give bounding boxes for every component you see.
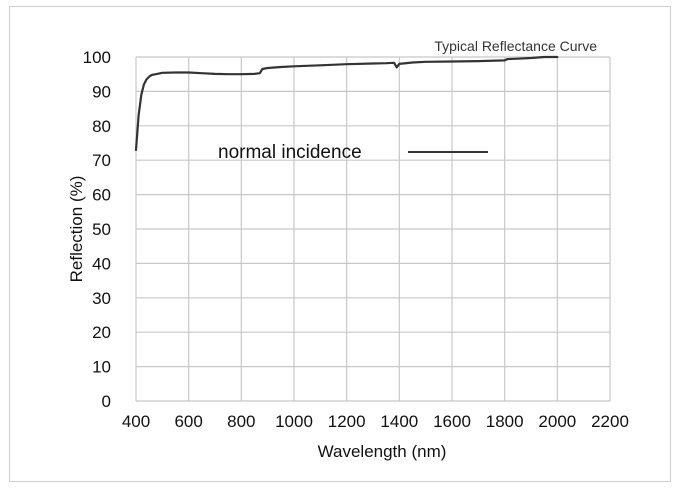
- grid-lines: [135, 56, 611, 402]
- y-tick-label: 90: [92, 82, 111, 101]
- chart-title: Typical Reflectance Curve: [434, 38, 597, 54]
- y-tick-label: 10: [92, 358, 111, 377]
- y-tick-label: 50: [92, 220, 111, 239]
- y-axis-title: Reflection (%): [67, 176, 86, 283]
- y-tick-label: 60: [92, 186, 111, 205]
- legend-label: normal incidence: [218, 142, 362, 163]
- x-tick-labels: 400 600 800 1000 1200 1400 1600 1800 2000 2200: [122, 412, 629, 431]
- x-tick-label: 1400: [380, 412, 418, 431]
- y-tick-label: 30: [92, 289, 111, 308]
- x-tick-label: 1200: [328, 412, 366, 431]
- y-tick-label: 100: [83, 48, 111, 67]
- x-tick-label: 600: [174, 412, 202, 431]
- x-tick-label: 1000: [275, 412, 313, 431]
- y-tick-label: 80: [92, 117, 111, 136]
- chart-frame: 400 600 800 1000 1200 1400 1600 1800 2000 2200 0 1…: [9, 6, 671, 482]
- y-tick-label: 70: [92, 151, 111, 170]
- series-line: [134, 55, 559, 151]
- y-tick-label: 40: [92, 254, 111, 273]
- y-tick-labels: 0 10 20 30 40 50 60 70 80 90 100: [83, 48, 111, 411]
- y-tick-label: 0: [102, 392, 111, 411]
- x-tick-label: 800: [227, 412, 255, 431]
- x-axis-title: Wavelength (nm): [318, 442, 447, 461]
- series-layer: [134, 55, 559, 151]
- legend: normal incidence: [218, 142, 488, 163]
- x-tick-label: 1600: [433, 412, 471, 431]
- x-tick-label: 2000: [538, 412, 576, 431]
- x-tick-label: 1800: [486, 412, 524, 431]
- x-tick-label: 2200: [591, 412, 629, 431]
- reflectance-chart: 400 600 800 1000 1200 1400 1600 1800 2000 2200 0 1…: [67, 38, 629, 461]
- x-tick-label: 400: [122, 412, 150, 431]
- y-tick-label: 20: [92, 323, 111, 342]
